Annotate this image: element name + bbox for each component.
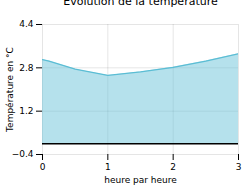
svg-text:heure par heure: heure par heure xyxy=(104,175,177,185)
svg-text:Température en °C: Température en °C xyxy=(5,47,15,133)
svg-text:1: 1 xyxy=(105,162,111,172)
svg-text:1.2: 1.2 xyxy=(19,106,33,116)
svg-text:0: 0 xyxy=(40,162,46,172)
svg-text:−0.4: −0.4 xyxy=(12,149,34,159)
svg-text:4.4: 4.4 xyxy=(19,19,34,29)
svg-text:3: 3 xyxy=(236,162,242,172)
svg-text:2: 2 xyxy=(170,162,176,172)
svg-text:2.8: 2.8 xyxy=(19,63,34,73)
svg-text:Evolution de la température: Evolution de la température xyxy=(63,0,218,8)
